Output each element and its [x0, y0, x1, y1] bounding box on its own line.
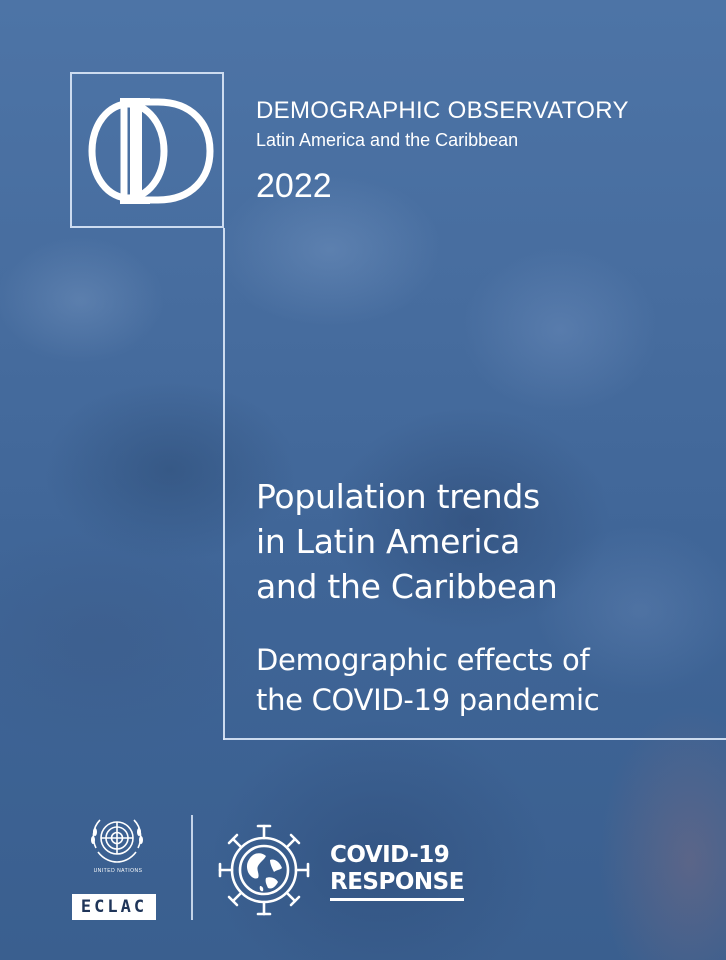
un-caption: UNITED NATIONS	[93, 868, 143, 874]
subtitle-line: Demographic effects of	[256, 643, 590, 677]
footer-divider	[191, 815, 193, 920]
frame-vertical-line	[223, 228, 225, 740]
subtitle-line: the COVID-19 pandemic	[256, 683, 600, 717]
series-region: Latin America and the Caribbean	[256, 130, 519, 150]
logo-box	[70, 72, 224, 228]
series-year: 2022	[256, 167, 332, 205]
subtitle: Demographic effects of the COVID-19 pand…	[256, 640, 600, 720]
un-emblem-icon	[91, 819, 143, 863]
virus-globe-icon	[218, 824, 310, 916]
covid-line: COVID-19	[330, 842, 450, 868]
title-line: and the Caribbean	[256, 567, 558, 606]
eclac-label: ECLAC	[72, 894, 156, 920]
frame-horizontal-line	[223, 738, 726, 740]
covid-response-label: COVID-19 RESPONSE	[330, 842, 464, 901]
title-line: Population trends	[256, 477, 540, 516]
title-line: in Latin America	[256, 522, 521, 561]
series-title: DEMOGRAPHIC OBSERVATORY	[256, 97, 629, 124]
od-monogram-icon	[88, 98, 214, 204]
main-title: Population trends in Latin America and t…	[256, 474, 558, 609]
series-header: DEMOGRAPHIC OBSERVATORY Latin America an…	[256, 96, 629, 206]
covid-line: RESPONSE	[330, 869, 464, 901]
